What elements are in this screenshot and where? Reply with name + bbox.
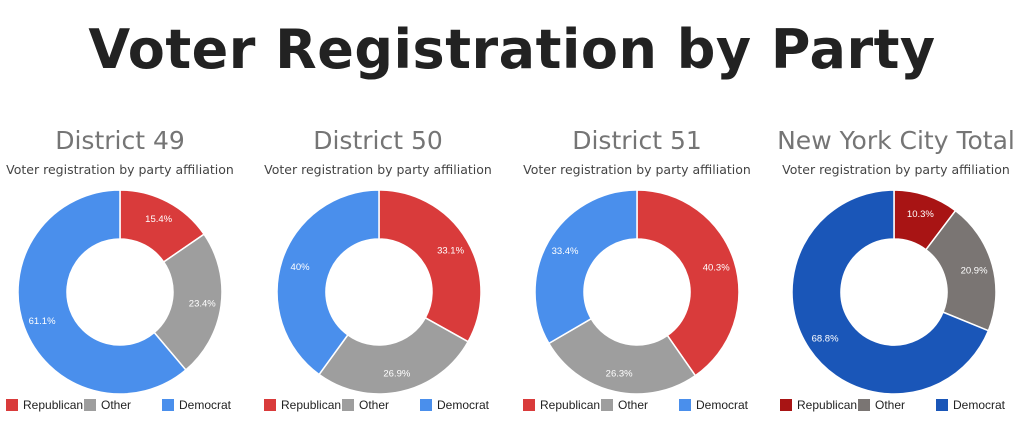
legend-swatch — [936, 399, 948, 411]
legend-swatch — [780, 399, 792, 411]
legend-item-republican: Republican — [780, 398, 857, 412]
data-label-republican: 10.3% — [907, 209, 934, 220]
legend-label: Other — [359, 398, 390, 412]
legend-swatch — [84, 399, 96, 411]
chart-panel-district-50: District 50 Voter registration by party … — [258, 120, 498, 431]
legend-item-other: Other — [858, 398, 905, 412]
page-title: Voter Registration by Party — [88, 18, 936, 81]
legend-label: Democrat — [179, 398, 232, 412]
legend-label: Other — [101, 398, 132, 412]
data-label-democrat: 33.4% — [552, 246, 579, 257]
legend-swatch — [679, 399, 691, 411]
chart-subtitle: Voter registration by party affiliation — [264, 162, 492, 177]
slice-democrat — [791, 189, 990, 395]
legend-swatch — [162, 399, 174, 411]
legend-label: Republican — [281, 398, 342, 412]
chart-title: District 51 — [572, 126, 702, 155]
data-label-other: 26.9% — [383, 369, 410, 380]
chart-subtitle: Voter registration by party affiliation — [6, 162, 234, 177]
legend-item-other: Other — [342, 398, 389, 412]
legend-item-democrat: Democrat — [420, 398, 489, 412]
slice-other — [317, 316, 470, 395]
chart-title: District 50 — [313, 126, 443, 155]
legend-label: Democrat — [696, 398, 749, 412]
chart-subtitle: Voter registration by party affiliation — [782, 162, 1010, 177]
data-label-democrat: 40% — [291, 262, 311, 273]
slice-other — [547, 317, 697, 395]
chart-subtitle: Voter registration by party affiliation — [523, 162, 751, 177]
data-label-republican: 33.1% — [437, 245, 464, 256]
legend-item-republican: Republican — [264, 398, 341, 412]
data-label-democrat: 68.8% — [812, 334, 839, 345]
data-label-democrat: 61.1% — [29, 316, 56, 327]
data-label-other: 26.3% — [606, 369, 633, 380]
legend-item-republican: Republican — [6, 398, 83, 412]
donut-chart: 15.4% 23.4% 61.1% — [17, 189, 223, 395]
legend-item-democrat: Democrat — [936, 398, 1005, 412]
legend-item-democrat: Democrat — [679, 398, 748, 412]
legend-swatch — [858, 399, 870, 411]
slice-democrat — [276, 189, 380, 376]
legend-label: Republican — [797, 398, 858, 412]
legend-label: Democrat — [437, 398, 490, 412]
slice-republican — [378, 189, 482, 343]
slice-other — [153, 233, 223, 371]
legend-item-republican: Republican — [523, 398, 600, 412]
legend-label: Democrat — [953, 398, 1006, 412]
chart-title: District 49 — [55, 126, 185, 155]
legend-swatch — [342, 399, 354, 411]
legend-item-democrat: Democrat — [162, 398, 231, 412]
legend-swatch — [523, 399, 535, 411]
legend-label: Republican — [23, 398, 84, 412]
legend-label: Other — [875, 398, 906, 412]
legend-swatch — [264, 399, 276, 411]
legend-label: Other — [618, 398, 649, 412]
data-label-other: 23.4% — [189, 299, 216, 310]
legend-item-other: Other — [84, 398, 131, 412]
legend-item-other: Other — [601, 398, 648, 412]
donut-chart: 33.1% 26.9% 40% — [276, 189, 482, 395]
legend-swatch — [601, 399, 613, 411]
slice-democrat — [17, 189, 187, 395]
chart-panel-district-51: District 51 Voter registration by party … — [517, 120, 757, 431]
slice-democrat — [534, 189, 638, 345]
legend-swatch — [420, 399, 432, 411]
data-label-republican: 40.3% — [703, 263, 730, 274]
data-label-republican: 15.4% — [145, 214, 172, 225]
chart-title: New York City Total — [777, 126, 1015, 155]
legend-label: Republican — [540, 398, 601, 412]
data-label-other: 20.9% — [961, 266, 988, 277]
chart-panel-nyc-total: New York City Total Voter registration b… — [776, 120, 1016, 431]
donut-chart: 10.3% 20.9% 68.8% — [791, 189, 997, 395]
donut-chart: 40.3% 26.3% 33.4% — [534, 189, 740, 395]
slice-republican — [636, 189, 740, 377]
legend-swatch — [6, 399, 18, 411]
chart-panel-district-49: District 49 Voter registration by party … — [0, 120, 240, 431]
